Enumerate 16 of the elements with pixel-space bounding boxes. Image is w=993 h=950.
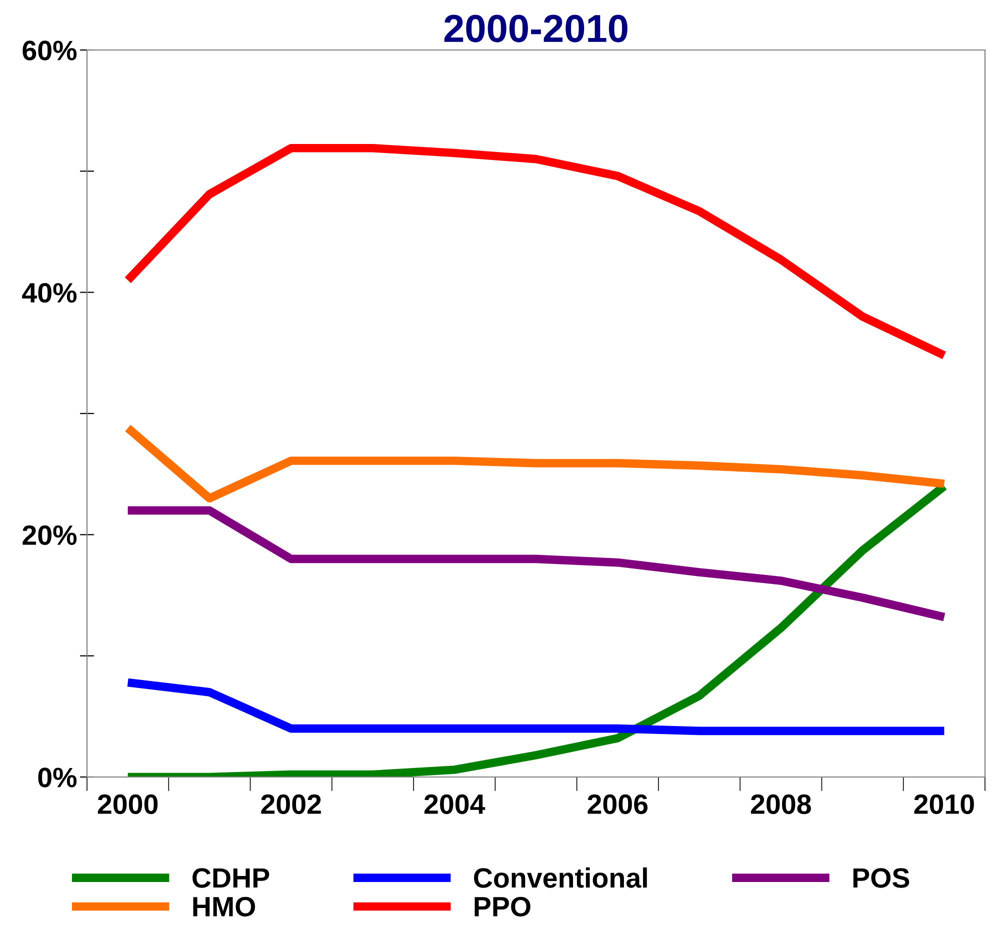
x-tick-label: 2002 <box>261 794 321 814</box>
y-tick-label: 20% <box>22 525 77 546</box>
legend-label: Conventional <box>474 867 647 888</box>
chart-title: 2000-2010 <box>444 14 628 42</box>
x-tick-label: 2006 <box>588 794 648 814</box>
x-tick-label: 2004 <box>424 794 486 814</box>
legend-label: CDHP <box>192 868 270 888</box>
legend-label: HMO <box>193 896 256 917</box>
y-tick-label: 40% <box>22 283 77 303</box>
legend-label: POS <box>853 868 910 888</box>
x-tick-label: 2008 <box>750 794 811 814</box>
y-tick-label: 0% <box>38 768 77 788</box>
x-tick-label: 2000 <box>98 794 158 814</box>
y-tick-label: 60% <box>22 40 77 60</box>
x-tick-label: 2010 <box>914 794 974 814</box>
legend-label: PPO <box>474 896 530 917</box>
